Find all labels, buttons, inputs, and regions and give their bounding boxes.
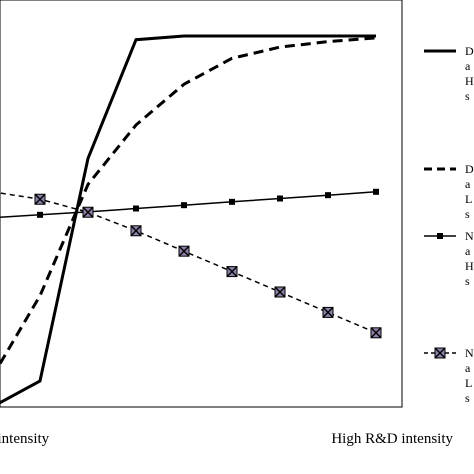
series-3-point-7 bbox=[277, 195, 283, 202]
x-tick-label-low: Low R&D intensity bbox=[0, 431, 50, 447]
series-4-point-7 bbox=[274, 286, 286, 298]
series-4-point-8 bbox=[322, 306, 334, 318]
legend-label-4-line-2: a bbox=[465, 361, 471, 375]
series-3-point-9 bbox=[373, 188, 379, 195]
series-3-point-8 bbox=[325, 192, 331, 199]
legend-label-1-line-4: s bbox=[465, 89, 470, 103]
legend-label-4-line-3: L bbox=[465, 376, 472, 390]
plot-frame bbox=[0, 0, 403, 408]
series-4-point-9 bbox=[370, 327, 382, 339]
series-4-point-6 bbox=[226, 266, 238, 278]
legend-label-4-line-4: s bbox=[465, 391, 470, 405]
legend-label-4-line-1: N bbox=[465, 346, 474, 360]
legend-label-3-line-3: H bbox=[465, 259, 474, 273]
legend-label-3-line-1: N bbox=[465, 229, 474, 243]
legend-label-1-line-1: D bbox=[465, 44, 474, 58]
legend-label-2-line-1: D bbox=[465, 162, 474, 176]
series-3-point-6 bbox=[229, 198, 235, 205]
legend-label-2-line-4: s bbox=[465, 207, 470, 221]
series-4-point-2 bbox=[34, 193, 46, 205]
series-4-point-3 bbox=[82, 206, 94, 218]
legend-label-3-line-4: s bbox=[465, 274, 470, 288]
series-3-point-5 bbox=[181, 202, 187, 209]
legend-label-1-line-3: H bbox=[465, 74, 474, 88]
legend-label-2-line-3: L bbox=[465, 192, 472, 206]
series-1-line bbox=[0, 34, 376, 405]
legend-label-2-line-2: a bbox=[465, 177, 471, 191]
series-3-point-4 bbox=[133, 205, 139, 212]
legend-label-3-line-2: a bbox=[465, 244, 471, 258]
series-4-point-5 bbox=[178, 245, 190, 257]
series-2-line bbox=[0, 36, 377, 367]
series-layer bbox=[0, 34, 382, 405]
legend-label-1-line-2: a bbox=[465, 59, 471, 73]
series-4-point-4 bbox=[130, 225, 142, 237]
legend-marker-4 bbox=[434, 347, 446, 359]
series-3-line bbox=[0, 191, 377, 219]
series-3-point-2 bbox=[37, 211, 43, 218]
legend-marker-3 bbox=[437, 233, 443, 239]
x-tick-label-high: High R&D intensity bbox=[331, 431, 453, 447]
